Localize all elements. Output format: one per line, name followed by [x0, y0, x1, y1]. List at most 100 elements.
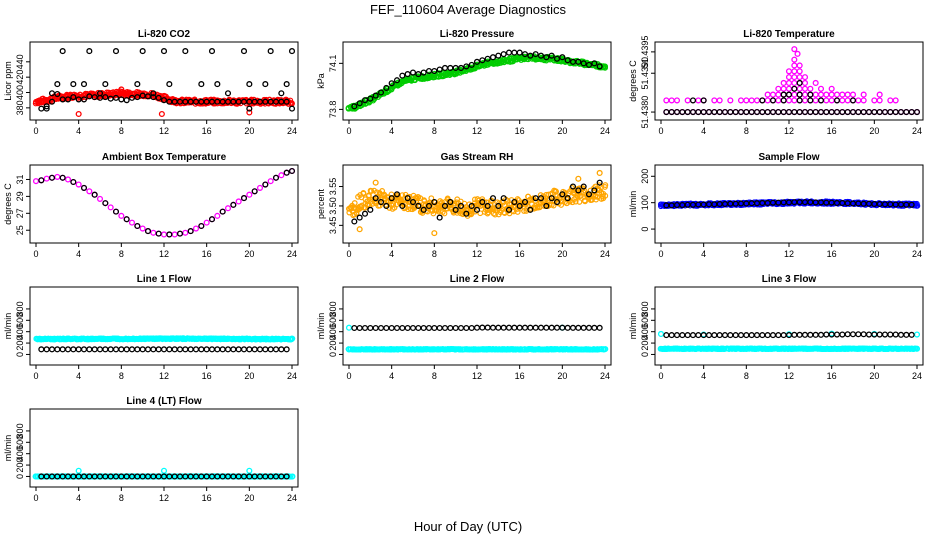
- data-point: [780, 79, 787, 86]
- y-tick-label: 74.1: [328, 55, 338, 73]
- data-point: [860, 97, 867, 104]
- data-point: [537, 195, 545, 202]
- x-tick-label: 24: [600, 371, 610, 381]
- y-tick-label: 200: [640, 336, 650, 351]
- series-average: [663, 79, 921, 116]
- x-tick-label: 0: [658, 371, 663, 381]
- data-point: [59, 174, 66, 181]
- data-point: [431, 230, 438, 237]
- data-point: [580, 60, 587, 67]
- data-point: [203, 346, 210, 353]
- data-point: [150, 346, 157, 353]
- data-point: [817, 85, 825, 92]
- series-raw: [33, 335, 296, 343]
- data-point: [428, 195, 435, 202]
- data-point: [559, 324, 566, 331]
- data-point: [796, 91, 803, 98]
- y-tick-label: 31: [15, 174, 25, 184]
- data-point: [32, 178, 40, 185]
- data-point: [791, 85, 798, 92]
- data-point: [452, 324, 459, 332]
- x-tick-label: 20: [557, 249, 567, 259]
- data-point: [431, 199, 438, 206]
- data-point: [256, 346, 264, 353]
- data-point: [192, 225, 200, 232]
- data-point: [796, 74, 803, 81]
- data-point: [769, 109, 777, 116]
- data-point: [235, 346, 242, 353]
- data-point: [812, 109, 819, 116]
- data-point: [251, 188, 258, 195]
- data-point: [801, 91, 809, 98]
- data-point: [769, 97, 777, 104]
- data-point: [823, 97, 830, 104]
- x-tick-label: 12: [784, 249, 794, 259]
- panel-title: Ambient Box Temperature: [102, 152, 227, 163]
- data-point: [511, 324, 518, 331]
- x-tick-label: 4: [76, 493, 81, 503]
- data-point: [43, 346, 50, 353]
- data-point: [721, 332, 729, 339]
- x-tick-label: 12: [159, 249, 169, 259]
- series-raw: [32, 167, 296, 238]
- data-point: [155, 230, 162, 237]
- data-point: [431, 346, 438, 353]
- data-point: [377, 199, 385, 206]
- data-point: [695, 332, 702, 339]
- data-point: [569, 183, 577, 190]
- plot-area: [663, 46, 921, 116]
- data-point: [876, 97, 883, 104]
- data-point: [801, 74, 809, 81]
- x-tick-label: 24: [287, 493, 297, 503]
- data-point: [278, 346, 285, 353]
- data-point: [791, 79, 798, 86]
- y-tick-label: 100: [640, 195, 650, 210]
- data-point: [171, 346, 178, 353]
- x-tick-label: 24: [912, 371, 922, 381]
- data-point: [801, 331, 809, 338]
- data-point: [575, 324, 582, 331]
- data-point: [743, 332, 750, 339]
- data-point: [801, 85, 809, 92]
- data-point: [383, 202, 390, 209]
- series-average: [38, 346, 290, 353]
- data-point: [80, 81, 88, 88]
- data-point: [700, 109, 707, 116]
- data-point: [345, 324, 353, 331]
- data-point: [246, 81, 253, 88]
- data-point: [203, 219, 210, 226]
- data-point: [796, 331, 803, 338]
- data-point: [176, 230, 184, 237]
- data-point: [887, 97, 894, 104]
- data-point: [817, 97, 825, 104]
- data-point: [256, 184, 264, 191]
- data-point: [785, 85, 793, 92]
- x-tick-label: 0: [658, 249, 663, 259]
- data-point: [602, 64, 609, 71]
- data-point: [887, 109, 894, 116]
- x-tick-label: 24: [912, 249, 922, 259]
- data-point: [833, 91, 841, 98]
- data-point: [399, 72, 406, 79]
- data-point: [785, 79, 793, 86]
- data-point: [64, 96, 72, 103]
- data-point: [908, 109, 915, 116]
- data-point: [43, 175, 50, 182]
- panel-title: Line 2 Flow: [450, 274, 505, 285]
- data-point: [246, 109, 253, 116]
- y-tick-label: 3.50: [328, 197, 338, 215]
- data-point: [897, 109, 905, 116]
- x-tick-label: 16: [515, 249, 525, 259]
- data-point: [668, 109, 675, 116]
- data-point: [54, 173, 61, 180]
- data-point: [780, 109, 787, 116]
- data-point: [48, 346, 56, 353]
- data-point: [705, 109, 713, 116]
- data-point: [479, 199, 486, 206]
- data-point: [500, 324, 507, 331]
- data-point: [881, 109, 889, 116]
- data-point: [262, 346, 269, 353]
- data-point: [364, 198, 371, 205]
